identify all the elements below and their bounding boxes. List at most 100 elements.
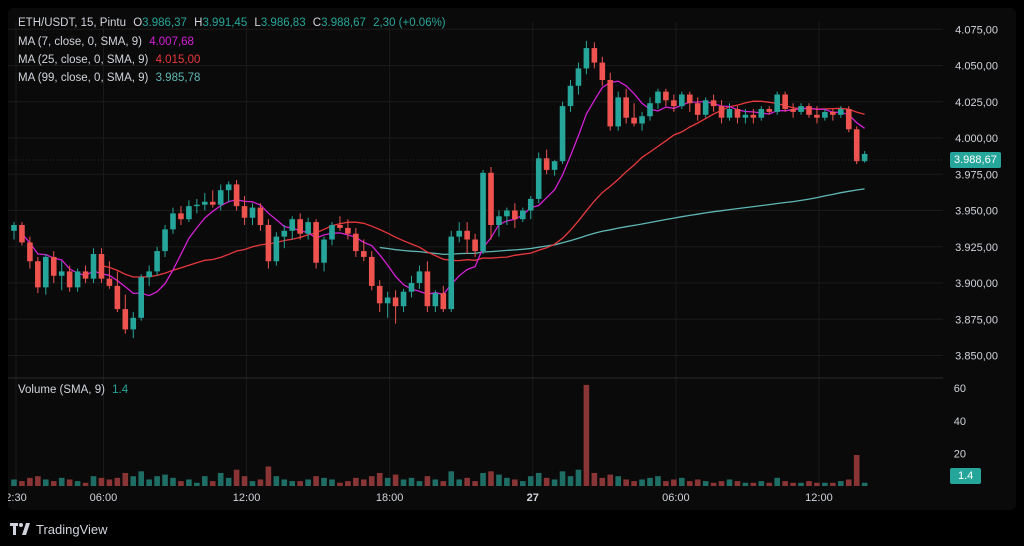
x-tick-label: 2:30 — [8, 492, 27, 504]
candle-body — [512, 210, 518, 220]
candle-body — [281, 230, 288, 237]
y-tick-label: 3.975,00 — [955, 169, 998, 181]
volume-bar — [249, 481, 256, 486]
candle-body — [814, 114, 820, 118]
volume-bar — [472, 481, 478, 486]
volume-bar — [400, 479, 407, 486]
candle-body — [472, 239, 478, 252]
candle-body — [249, 207, 256, 218]
volume-bar — [623, 479, 629, 486]
volume-bar — [671, 479, 677, 486]
volume-bar — [289, 481, 296, 486]
y-tick-label: 3.900,00 — [955, 278, 998, 290]
candle-body — [798, 106, 804, 112]
ma25-label: MA (25, close, 0, SMA, 9) — [18, 54, 149, 66]
volume-bar — [329, 479, 335, 486]
ma25-legend[interactable]: MA (25, close, 0, SMA, 9) 4.015,00 — [18, 54, 204, 66]
volume-bar — [734, 481, 741, 486]
ma99-line — [379, 188, 865, 256]
volume-bar — [567, 476, 574, 486]
volume-bar — [710, 482, 717, 486]
candle-body — [273, 236, 280, 262]
candle-body — [694, 103, 701, 115]
candle-body — [58, 271, 65, 276]
x-tick-label: 18:00 — [376, 492, 404, 504]
volume-bar — [774, 477, 780, 486]
open-value: 3.986,37 — [142, 17, 187, 29]
ma7-legend[interactable]: MA (7, close, 0, SMA, 9) 4.007,68 — [18, 36, 198, 48]
candle-body — [607, 80, 614, 127]
volume-bar — [376, 472, 383, 486]
candle-body — [408, 283, 415, 292]
candle-body — [822, 111, 828, 118]
brand-label: TradingView — [36, 521, 108, 537]
candle-body — [448, 236, 455, 310]
change-value: 2,30 (+0.06%) — [373, 17, 446, 29]
volume-bar — [138, 471, 144, 486]
candle-body — [27, 242, 33, 262]
volume-bar — [43, 479, 49, 486]
candle-body — [122, 309, 129, 330]
volume-bar — [599, 477, 606, 486]
candle-body — [154, 251, 160, 272]
volume-bar — [321, 477, 327, 486]
candle-body — [305, 222, 311, 234]
volume-bar — [130, 476, 137, 486]
candle-body — [718, 106, 725, 118]
candle-body — [567, 85, 574, 107]
candle-body — [615, 97, 621, 127]
price-chart[interactable]: 4.075,00 4.050,00 4.025,00 4.000,00 3.975,00… — [8, 8, 1016, 510]
volume-bar — [368, 476, 375, 486]
volume-bar — [520, 481, 526, 486]
y-tick-label: 4.075,00 — [955, 24, 998, 36]
volume-bar — [225, 477, 232, 486]
volume-bar — [82, 482, 89, 486]
candle-body — [50, 256, 57, 276]
ma99-legend[interactable]: MA (99, close, 0, SMA, 9) 3.985,78 — [18, 72, 204, 84]
close-label: C — [312, 17, 322, 29]
x-tick-label: 12:00 — [805, 492, 833, 504]
volume-bar — [464, 477, 470, 486]
candle-body — [74, 271, 81, 288]
candle-body — [480, 172, 486, 252]
y-tick-label: 4.025,00 — [955, 97, 998, 109]
volume-bar — [50, 481, 57, 486]
volume-bar — [480, 472, 486, 486]
candle-body — [194, 204, 200, 207]
symbol-label[interactable]: ETH/USDT, 15, Pintu — [18, 17, 127, 29]
volume-tick-label: 20 — [954, 448, 966, 460]
volume-bar — [408, 477, 415, 486]
volume-bar — [27, 477, 33, 486]
candle-body — [710, 100, 717, 107]
x-tick-label: 06:00 — [90, 492, 118, 504]
ohlc-header: ETH/USDT, 15, Pintu O3.986,37 H3.991,45 … — [18, 17, 450, 29]
candle-body — [106, 278, 113, 286]
volume-bar — [353, 477, 359, 486]
candle-body — [663, 91, 669, 101]
volume-bar — [19, 481, 25, 486]
volume-bar — [35, 476, 41, 486]
candle-body — [623, 97, 629, 118]
x-tick-label: 12:00 — [233, 492, 261, 504]
candle-body — [655, 91, 661, 104]
volume-bar — [416, 481, 423, 486]
volume-bar — [607, 474, 614, 486]
footer-brand[interactable]: TradingView — [10, 518, 108, 540]
volume-bar — [281, 479, 288, 486]
volume-bar — [66, 479, 73, 486]
candle-body — [647, 103, 653, 117]
volume-bar — [170, 477, 176, 486]
candle-body — [631, 117, 637, 124]
ma99-value: 3.985,78 — [155, 72, 201, 84]
candle-body — [202, 201, 208, 205]
candle-body — [830, 111, 836, 115]
close-value: 3.988,67 — [321, 17, 366, 29]
volume-bar — [559, 471, 566, 486]
volume-bar — [98, 477, 105, 486]
y-tick-label: 4.050,00 — [955, 61, 998, 73]
volume-legend[interactable]: Volume (SMA, 9) 1.4 — [18, 384, 132, 396]
candle-body — [734, 109, 741, 118]
volume-bar — [758, 481, 765, 486]
candle-body — [575, 68, 582, 86]
